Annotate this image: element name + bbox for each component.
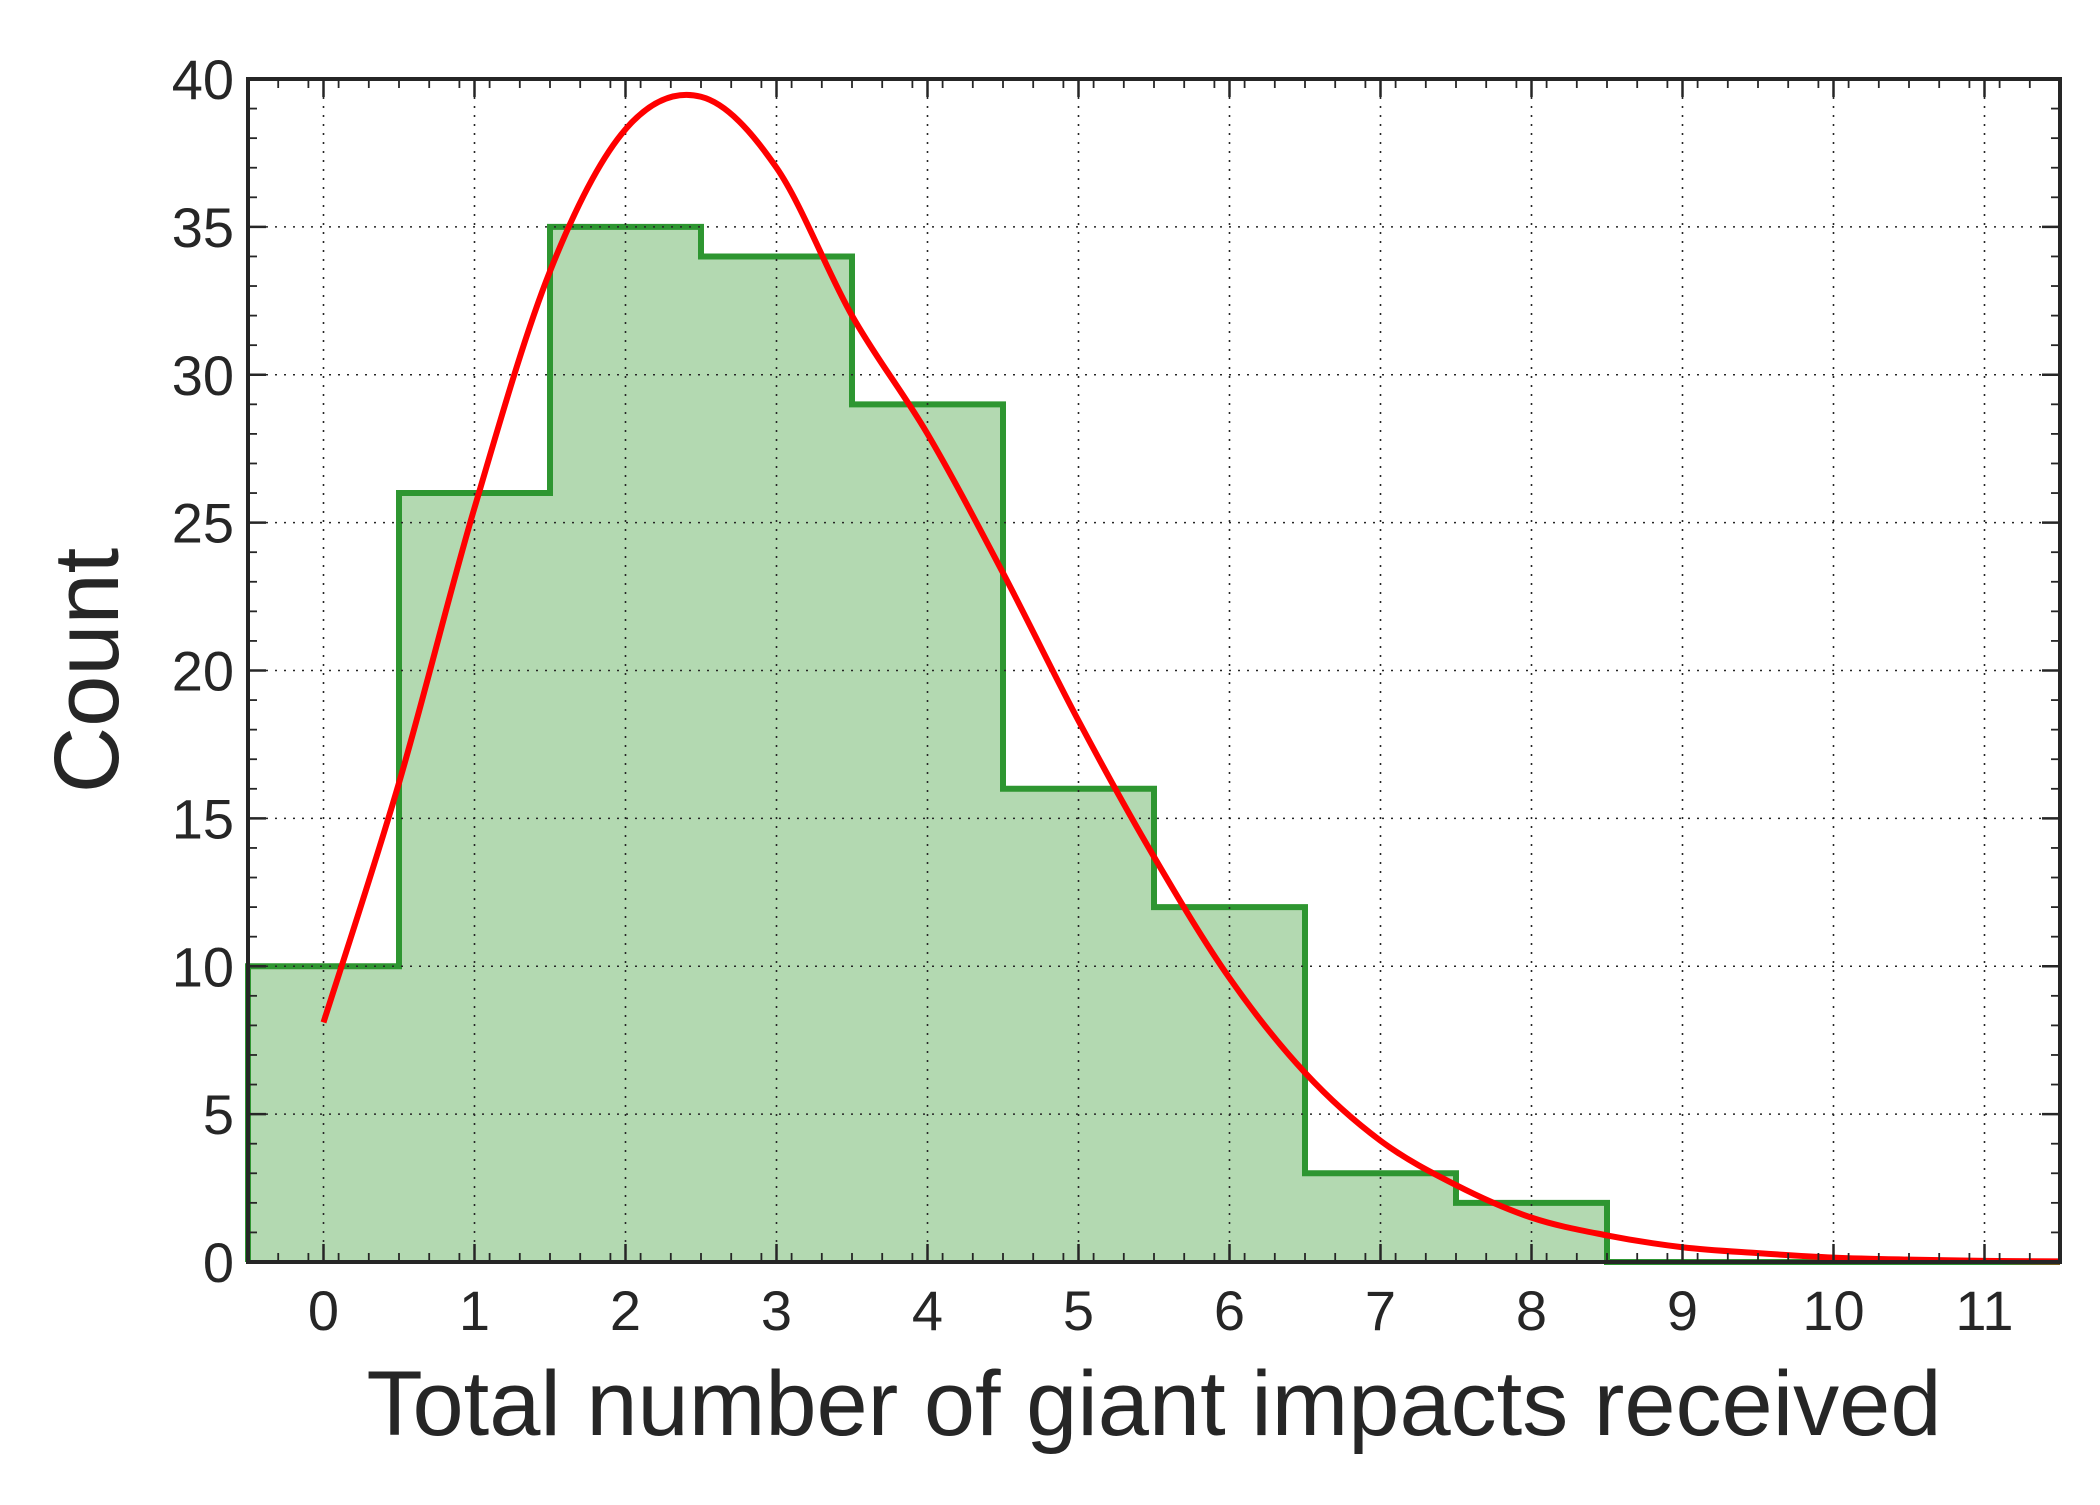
y-tick-label: 0 (203, 1231, 234, 1294)
histogram-bar-6 (1154, 907, 1305, 1262)
axes-layer (246, 77, 2062, 1264)
tick-labels-layer: 0 1 2 3 4 5 6 7 8 9 10 11 0 5 10 15 20 25 30 35 40 (172, 48, 2014, 1342)
histogram-layer (245, 223, 2060, 1265)
fit-curve-layer (320, 91, 2061, 1265)
histogram-bar-2 (550, 226, 701, 1262)
y-tick-label: 40 (172, 48, 234, 111)
x-tick-label: 8 (1516, 1279, 1547, 1342)
y-tick-label: 20 (172, 640, 234, 703)
x-tick-label: 7 (1365, 1279, 1396, 1342)
x-tick-label: 0 (308, 1279, 339, 1342)
x-tick-label: 2 (610, 1279, 641, 1342)
y-tick-label: 10 (172, 935, 234, 998)
x-axis-title: Total number of giant impacts received (366, 1353, 1941, 1455)
y-tick-label: 30 (172, 344, 234, 407)
histogram-bar-3 (701, 256, 852, 1262)
y-tick-label: 25 (172, 492, 234, 555)
x-tick-label: 4 (912, 1279, 943, 1342)
y-tick-label: 35 (172, 196, 234, 259)
histogram-bar-1 (399, 493, 550, 1262)
y-tick-label: 15 (172, 787, 234, 850)
x-tick-label: 1 (459, 1279, 490, 1342)
x-tick-label: 10 (1802, 1279, 1864, 1342)
y-axis-title: Count (36, 548, 138, 794)
x-tick-label: 6 (1214, 1279, 1245, 1342)
y-tick-label: 5 (203, 1083, 234, 1146)
x-tick-label: 5 (1063, 1279, 1094, 1342)
fit-curve (320, 91, 2061, 1265)
histogram-outline (245, 223, 2060, 1265)
x-tick-label: 3 (761, 1279, 792, 1342)
x-tick-label: 9 (1667, 1279, 1698, 1342)
x-tick-label: 11 (1955, 1279, 2013, 1342)
